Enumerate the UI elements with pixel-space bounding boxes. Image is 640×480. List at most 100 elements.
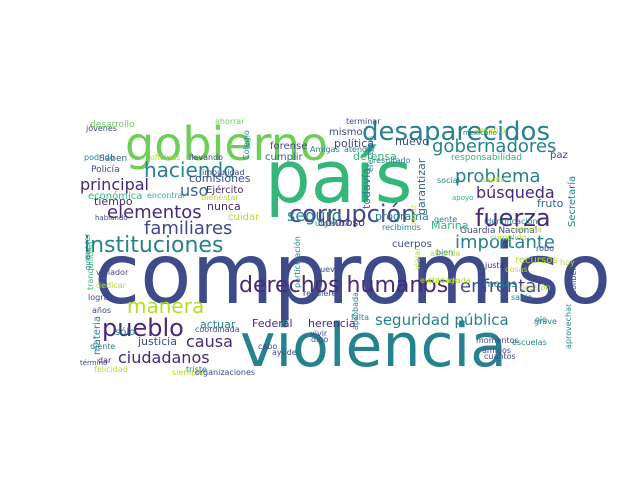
- cloud-word: Secretaría: [566, 176, 578, 227]
- cloud-word: social: [437, 176, 460, 185]
- cloud-word: grave: [534, 317, 557, 326]
- cloud-word: ayuda: [446, 276, 471, 285]
- cloud-word: manera: [127, 294, 204, 318]
- cloud-word: comisiones: [189, 172, 251, 185]
- cloud-word: doloroso: [318, 216, 365, 229]
- cloud-word: aprovechar: [564, 303, 573, 349]
- cloud-word: pasar: [409, 204, 418, 227]
- cloud-word: terminar: [346, 117, 381, 126]
- cloud-word: Guardia Nacional: [460, 226, 537, 236]
- cloud-word: fuerza: [475, 204, 551, 232]
- cloud-word: gobierno: [125, 117, 328, 171]
- cloud-word: instituciones: [84, 233, 223, 258]
- cloud-word: programa: [375, 210, 429, 223]
- cloud-word: podrido: [84, 153, 115, 162]
- cloud-word: coordinada: [195, 325, 240, 334]
- cloud-word: resultado: [373, 156, 411, 165]
- cloud-word: importante: [455, 232, 555, 253]
- cloud-word: término: [80, 359, 107, 367]
- cloud-word: atender: [344, 145, 376, 154]
- cloud-word: justa: [484, 261, 505, 270]
- cloud-word: meses: [484, 279, 516, 290]
- cloud-word: identificación: [484, 216, 538, 226]
- cloud-word: vivir: [310, 329, 328, 338]
- cloud-word: bien: [436, 248, 453, 257]
- cloud-word: justicia: [137, 335, 177, 348]
- cloud-word: evitar: [420, 276, 444, 285]
- cloud-word: requiere: [303, 289, 336, 298]
- cloud-word: cumplido: [490, 233, 527, 242]
- cloud-word: dedicar: [96, 281, 127, 290]
- cloud-word: organizaciones: [195, 368, 255, 377]
- cloud-word: ocasión: [520, 282, 551, 292]
- cloud-word: ahorrar: [215, 117, 245, 126]
- cloud-word: digo: [311, 335, 328, 344]
- cloud-word: cuidar: [228, 212, 260, 223]
- cloud-word: hoy: [560, 258, 575, 267]
- cloud-word: actuar: [200, 318, 236, 331]
- cloud-word: fruto: [537, 197, 564, 210]
- cloud-word: saldo: [511, 293, 532, 302]
- cloud-word: enfrentar: [460, 276, 544, 297]
- cloud-word: violador: [96, 268, 129, 277]
- cloud-word: haciendo: [144, 158, 235, 182]
- cloud-word: encontrar: [147, 191, 187, 200]
- cloud-word: efectivos: [366, 136, 375, 172]
- cloud-word: momentos: [476, 336, 519, 345]
- cloud-word: triste: [186, 365, 207, 374]
- cloud-word: gobernadores: [432, 136, 556, 157]
- cloud-word: seguro: [287, 206, 342, 225]
- cloud-word: Federal: [252, 317, 293, 330]
- cloud-word: querer: [83, 233, 92, 260]
- cloud-word: causa: [186, 332, 233, 351]
- cloud-word: materia: [92, 316, 103, 355]
- cloud-word: cuerpos: [392, 239, 432, 250]
- cloud-word: participación: [292, 236, 302, 288]
- cloud-word: impunidad: [202, 168, 245, 177]
- cloud-word: seguridad pública: [375, 311, 509, 329]
- cloud-word: llevando: [189, 153, 223, 162]
- cloud-word: gente: [434, 215, 457, 224]
- cloud-word: Ejército: [206, 184, 243, 196]
- cloud-word: país: [265, 135, 412, 219]
- cloud-word: asunto: [481, 176, 505, 184]
- cloud-word: amigos: [482, 346, 511, 355]
- cloud-word: responsabilidad: [451, 153, 522, 163]
- cloud-word: Amigas: [310, 145, 340, 154]
- cloud-word: viajar: [413, 247, 422, 270]
- cloud-word: derechos humanos: [239, 273, 448, 298]
- cloud-word: problema: [455, 166, 541, 187]
- cloud-word: elementos: [107, 202, 202, 223]
- cloud-word: quiere: [84, 248, 92, 270]
- cloud-word: política: [334, 137, 374, 150]
- cloud-word: garantizar: [415, 158, 428, 215]
- cloud-word: cumplir: [265, 152, 303, 163]
- cloud-word: uso: [180, 181, 208, 200]
- cloud-word: paz: [550, 150, 568, 161]
- cloud-word: jóvenes: [85, 123, 117, 133]
- cloud-word: felicidad: [94, 365, 128, 374]
- cloud-word: principal: [80, 175, 149, 194]
- cloud-word: bienestar: [201, 193, 239, 202]
- cloud-word: nueva: [315, 265, 340, 274]
- cloud-word: Policía: [91, 165, 120, 175]
- cloud-word: escuelas: [512, 338, 547, 347]
- cloud-word: apoyo: [452, 194, 473, 202]
- cloud-word: sólo: [115, 326, 135, 338]
- cloud-word: ayude: [272, 348, 297, 357]
- cloud-background: [80, 118, 570, 372]
- cloud-word: pueblo: [102, 314, 184, 342]
- cloud-word: herencia: [308, 317, 356, 330]
- cloud-word: aprobada: [351, 292, 360, 330]
- cloud-word: recursos: [515, 255, 558, 266]
- cloud-word: familiares: [144, 218, 232, 239]
- cloud-word: búsqueda: [476, 183, 555, 202]
- cloud-word: ciudadanos: [118, 348, 210, 367]
- cloud-word: neoliberal: [569, 260, 578, 300]
- cloud-word: años: [92, 306, 111, 315]
- cloud-word: nuevo: [395, 135, 429, 148]
- cloud-word: cosas: [505, 265, 528, 274]
- cloud-word: cabo: [258, 342, 277, 351]
